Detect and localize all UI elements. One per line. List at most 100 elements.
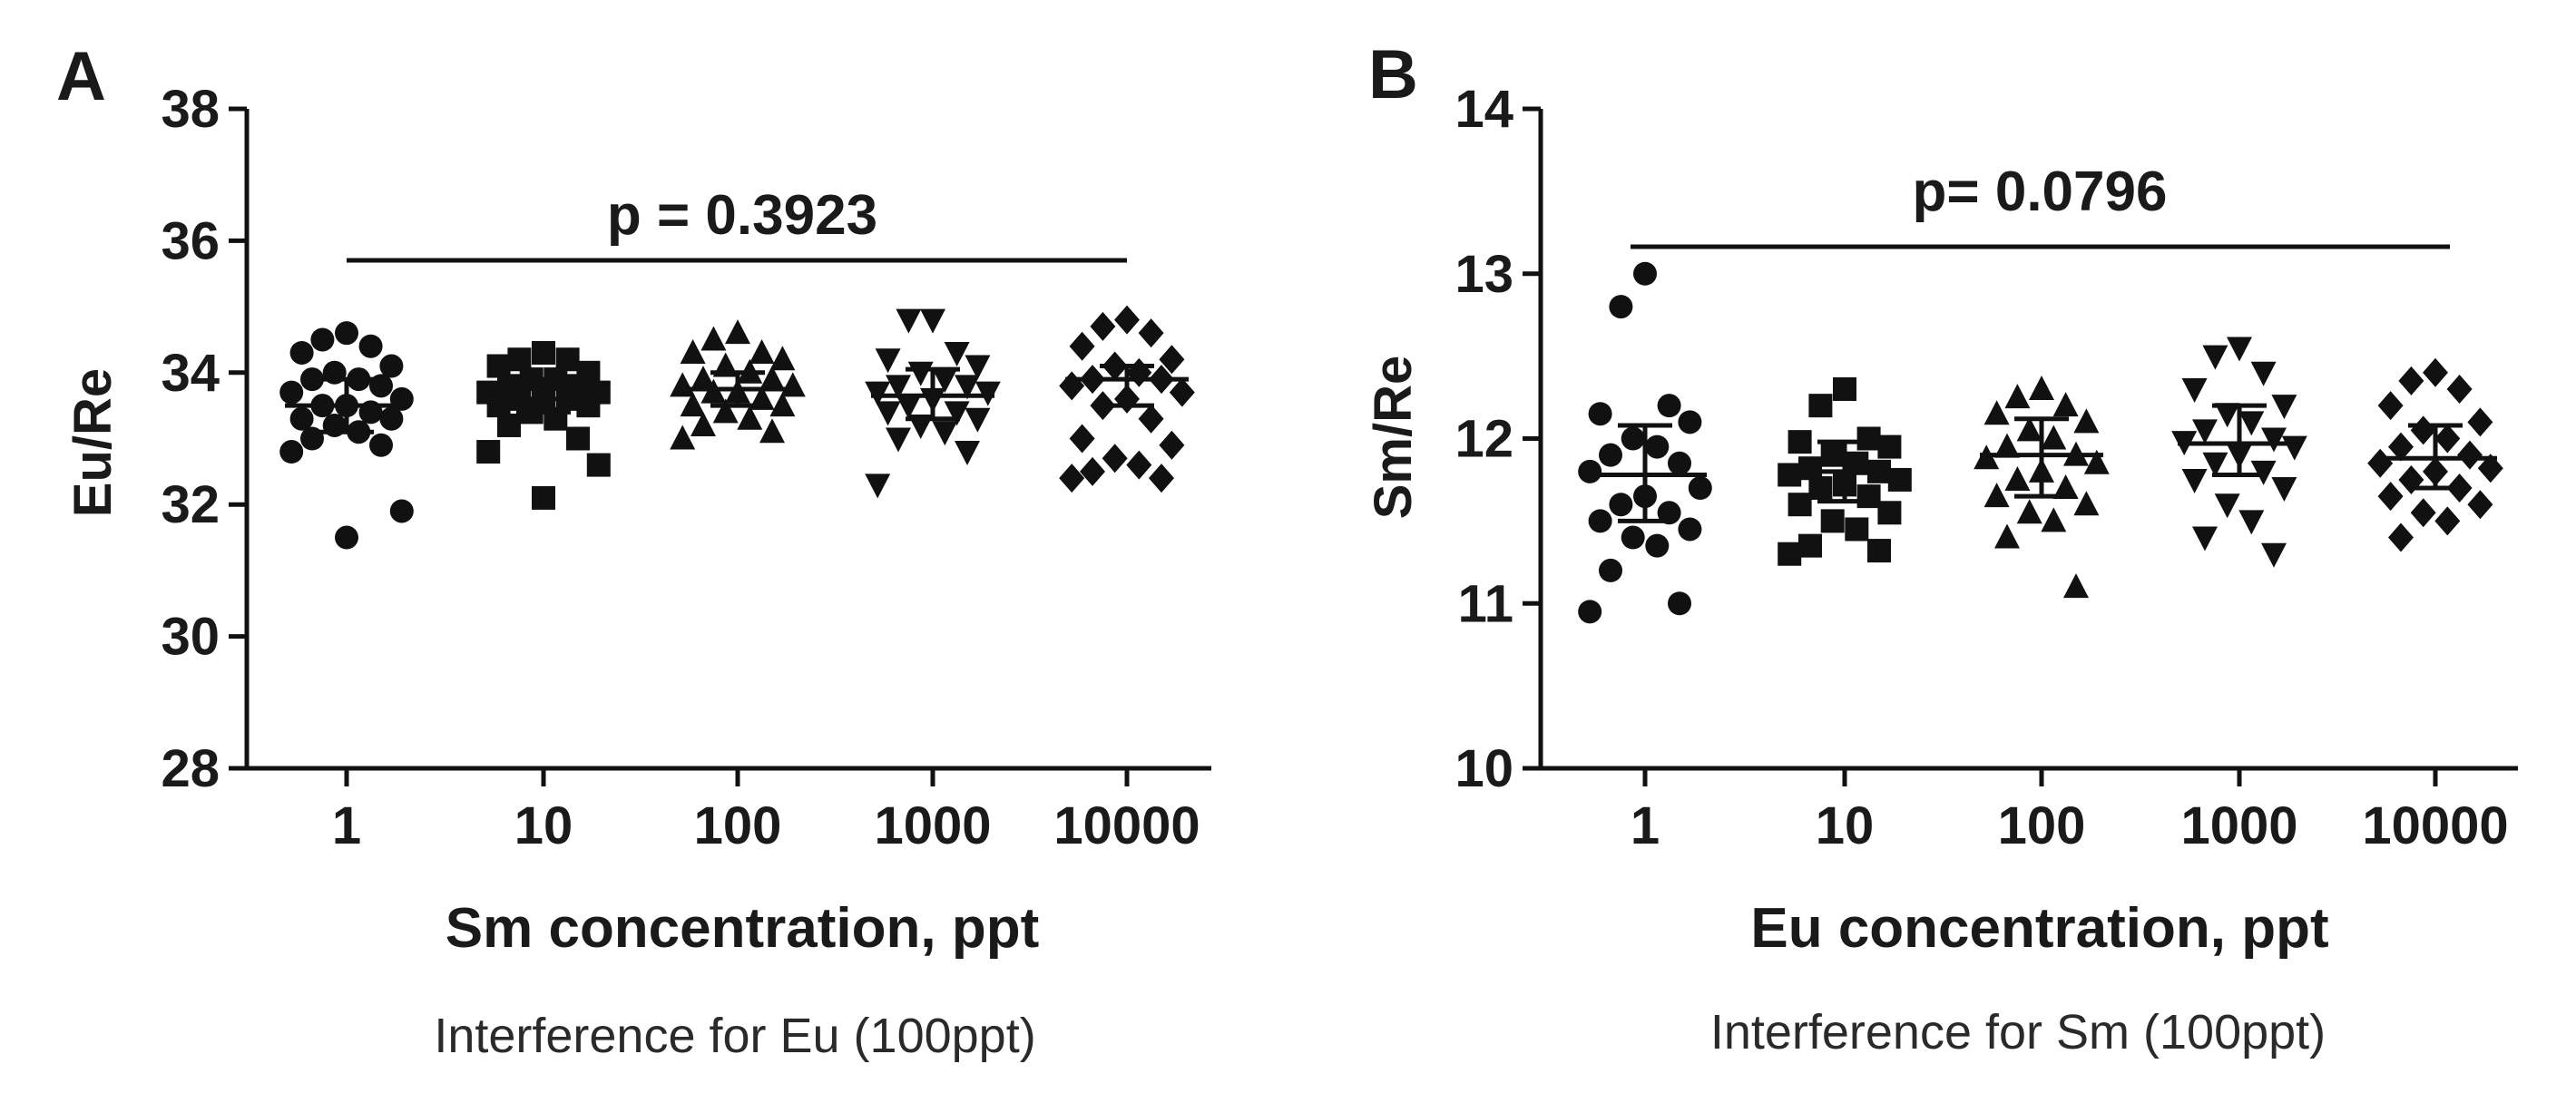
data-point xyxy=(2467,407,2493,437)
data-point xyxy=(1633,261,1657,286)
x-tick-label: 1 xyxy=(332,796,361,855)
data-point xyxy=(1788,493,1812,517)
data-point xyxy=(2250,361,2277,386)
data-point xyxy=(896,395,922,420)
panel-label: A xyxy=(56,38,106,115)
series-1000 xyxy=(2171,337,2307,568)
data-point xyxy=(486,354,511,378)
data-point xyxy=(2410,415,2436,445)
data-point xyxy=(955,375,980,400)
data-point xyxy=(1090,311,1116,341)
data-point xyxy=(1080,456,1105,486)
data-point xyxy=(886,375,911,400)
data-point xyxy=(680,338,706,364)
data-point xyxy=(886,427,911,453)
series-10 xyxy=(1778,376,1912,566)
data-point xyxy=(2202,345,2228,370)
data-point xyxy=(907,361,934,386)
data-point xyxy=(586,453,611,477)
data-point xyxy=(1578,600,1602,624)
data-point xyxy=(865,473,891,499)
data-point xyxy=(1877,434,1902,459)
y-tick-label: 38 xyxy=(161,80,220,139)
series-10000 xyxy=(2367,357,2503,552)
data-point xyxy=(1059,464,1085,493)
data-point xyxy=(1833,376,1856,401)
data-point xyxy=(1069,424,1095,454)
data-point xyxy=(1877,501,1902,525)
data-point xyxy=(932,421,958,446)
y-tick-label: 36 xyxy=(161,211,220,270)
data-point xyxy=(1645,434,1670,459)
data-point xyxy=(1808,476,1833,501)
data-point xyxy=(1994,433,2020,458)
panel-label: B xyxy=(1368,36,1418,113)
series-100 xyxy=(1974,375,2110,599)
x-tick-label: 10000 xyxy=(1053,796,1200,855)
data-point xyxy=(1588,402,1612,426)
data-point xyxy=(1994,523,2020,549)
series-10000 xyxy=(1059,305,1195,493)
data-point xyxy=(2388,522,2414,552)
data-point xyxy=(2457,440,2483,470)
y-tick-label: 14 xyxy=(1455,80,1513,139)
data-point xyxy=(1798,533,1822,558)
data-point xyxy=(2271,395,2297,420)
data-point xyxy=(1102,444,1128,473)
data-point xyxy=(1668,451,1691,475)
y-tick-label: 13 xyxy=(1455,245,1513,304)
data-point xyxy=(1983,483,2010,508)
data-point xyxy=(1688,476,1712,501)
data-point xyxy=(769,392,796,417)
data-point xyxy=(2004,384,2031,409)
x-axis-label: Eu concentration, ppt xyxy=(1750,897,2328,960)
y-tick-label: 12 xyxy=(1455,410,1513,469)
y-axis-label: Sm/Re xyxy=(1364,356,1423,520)
data-point xyxy=(2052,392,2079,417)
data-point xyxy=(1126,357,1152,387)
data-point xyxy=(2271,477,2297,503)
data-point xyxy=(1778,542,1802,566)
y-tick-label: 34 xyxy=(161,344,220,403)
data-point xyxy=(2202,452,2228,477)
data-point xyxy=(769,346,796,371)
data-point xyxy=(335,321,358,346)
x-tick-label: 10 xyxy=(514,796,573,855)
data-point xyxy=(1138,404,1164,434)
data-point xyxy=(507,347,532,372)
data-point xyxy=(379,354,404,378)
data-point xyxy=(2281,435,2307,461)
y-tick-label: 28 xyxy=(161,739,220,798)
data-point xyxy=(1798,456,1822,481)
data-point xyxy=(2410,498,2436,528)
data-point xyxy=(1159,430,1185,460)
data-point xyxy=(1820,443,1845,467)
x-tick-label: 10 xyxy=(1816,796,1875,855)
data-point xyxy=(2004,465,2031,491)
data-point xyxy=(1169,377,1195,407)
x-tick-label: 1000 xyxy=(2180,796,2297,855)
data-point xyxy=(2238,411,2265,436)
y-tick-label: 10 xyxy=(1455,739,1513,798)
data-point xyxy=(379,406,404,431)
data-point xyxy=(896,308,922,334)
data-point xyxy=(875,401,901,426)
x-tick-label: 100 xyxy=(1998,796,2086,855)
p-value-annotation: p = 0.3923 xyxy=(607,184,877,247)
series-100 xyxy=(670,319,806,450)
data-point xyxy=(2052,474,2079,500)
x-tick-label: 10000 xyxy=(2362,796,2508,855)
data-point xyxy=(2192,526,2218,552)
data-point xyxy=(300,367,324,392)
data-point xyxy=(779,372,806,397)
data-point xyxy=(335,525,358,550)
data-point xyxy=(2083,449,2110,474)
data-point xyxy=(691,411,716,436)
data-point xyxy=(691,366,716,391)
x-tick-label: 100 xyxy=(694,796,782,855)
data-point xyxy=(2377,391,2404,421)
data-point xyxy=(2238,510,2265,535)
data-point xyxy=(1609,295,1633,319)
data-point xyxy=(2073,491,2100,516)
data-point xyxy=(1856,426,1881,451)
